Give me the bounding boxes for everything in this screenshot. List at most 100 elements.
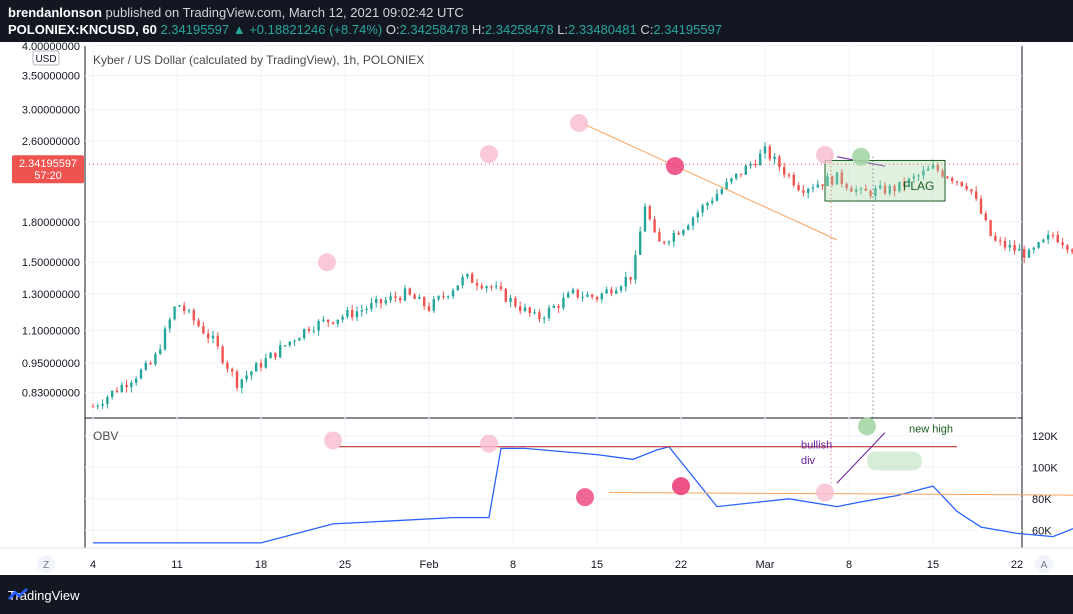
chart-canvas[interactable]: 4.00000000 3.50000000 3.00000000 2.60000000…	[0, 42, 1073, 575]
candle-body	[763, 146, 767, 154]
candle-body	[955, 181, 959, 183]
candle-body	[715, 193, 719, 201]
open-label: O:	[385, 22, 400, 37]
candle-body	[216, 335, 219, 347]
candle-body	[754, 164, 757, 166]
marker-circle	[480, 434, 498, 453]
chart-header: brendanlonson published on TradingView.c…	[0, 0, 1073, 42]
candle-body	[264, 358, 267, 368]
candle-body	[283, 345, 287, 347]
flag-box	[824, 159, 946, 202]
candle-body	[591, 294, 594, 297]
candle-body	[701, 205, 704, 213]
time-tick-label: 8	[510, 559, 516, 571]
time-tick-label: Feb	[420, 559, 439, 571]
obv-trend-line	[608, 491, 1073, 496]
candle-body	[91, 406, 95, 408]
candle-body	[250, 371, 253, 376]
chart-area[interactable]: 4.00000000 3.50000000 3.00000000 2.60000000…	[0, 42, 1073, 575]
candle-body	[187, 310, 191, 312]
candle-body	[898, 181, 901, 192]
candle-body	[365, 308, 368, 311]
candle-body	[941, 170, 944, 177]
candle-body	[456, 285, 459, 291]
candle-body	[869, 190, 872, 197]
candle-body	[979, 198, 983, 214]
time-tick-label: 15	[927, 559, 939, 571]
price-tick-label: 1.80000000	[22, 217, 80, 229]
candle-body	[975, 191, 978, 199]
price-tick-label: 1.50000000	[22, 257, 80, 269]
footer: TradingView	[0, 578, 1073, 614]
z-button[interactable]	[37, 555, 55, 573]
candle-body	[235, 371, 239, 388]
candle-body	[490, 286, 493, 288]
candle-body	[922, 170, 925, 176]
candle-body	[773, 156, 776, 160]
marker-circle	[816, 145, 834, 164]
candle-body	[739, 173, 743, 175]
candle-body	[691, 217, 695, 226]
candle-body	[912, 176, 915, 179]
candle-body	[120, 384, 123, 392]
candle-body	[1066, 245, 1069, 250]
author-name[interactable]: brendanlonson	[8, 5, 102, 20]
time-tick-label: 15	[591, 559, 603, 571]
obv-series-line	[93, 446, 1073, 544]
candle-body	[135, 378, 138, 383]
candle-body	[610, 289, 613, 294]
obv-annotation-bullish: bullish	[801, 439, 832, 451]
candle-body	[418, 297, 421, 300]
candle-body	[576, 289, 579, 298]
candle-body	[595, 296, 599, 300]
candle-body	[312, 330, 315, 332]
obv-pane-title: OBV	[93, 429, 118, 443]
candle-body	[370, 302, 373, 309]
candle-body	[903, 181, 906, 187]
candle-body	[130, 382, 133, 388]
candle-body	[322, 319, 325, 321]
low-label: L:	[557, 22, 569, 37]
candle-body	[586, 294, 589, 297]
candle-body	[1018, 249, 1021, 251]
candle-body	[562, 297, 565, 308]
candle-body	[149, 362, 152, 365]
candle-body	[811, 187, 815, 189]
marker-circle	[666, 157, 684, 176]
candle-body	[663, 241, 666, 243]
price-tick-label: 1.30000000	[22, 289, 80, 301]
candle-body	[643, 206, 647, 232]
candle-body	[605, 289, 608, 294]
candle-body	[850, 188, 853, 192]
candle-body	[274, 352, 277, 358]
time-tick-label: 8	[846, 559, 852, 571]
candle-body	[451, 290, 455, 297]
candle-body	[471, 273, 474, 283]
candle-body	[1042, 239, 1045, 243]
candle-body	[245, 375, 248, 380]
current-price-badge-time: 57:20	[34, 170, 62, 182]
candle-body	[768, 146, 771, 160]
candle-body	[931, 164, 935, 169]
candle-body	[197, 320, 200, 327]
obv-target-zone	[867, 451, 922, 471]
candle-body	[183, 305, 186, 312]
candle-body	[951, 178, 954, 182]
candle-body	[447, 296, 450, 298]
auto-scale-button[interactable]	[1035, 555, 1053, 573]
candle-body	[840, 172, 843, 184]
candle-body	[533, 312, 536, 314]
candle-body	[624, 277, 627, 287]
plot-frame	[84, 45, 1023, 549]
tradingview-brand[interactable]: TradingView	[8, 588, 80, 603]
candle-body	[331, 322, 335, 324]
price-tick-label: 3.00000000	[22, 104, 80, 116]
time-tick-label: 18	[255, 559, 267, 571]
price-tick-label: 0.95000000	[22, 358, 80, 370]
candle-body	[437, 296, 440, 300]
candle-body	[1008, 244, 1011, 248]
time-tick-label: 4	[90, 559, 96, 571]
candle-body	[682, 229, 685, 235]
candle-body	[466, 273, 469, 277]
currency-badge-label: USD	[35, 54, 56, 65]
